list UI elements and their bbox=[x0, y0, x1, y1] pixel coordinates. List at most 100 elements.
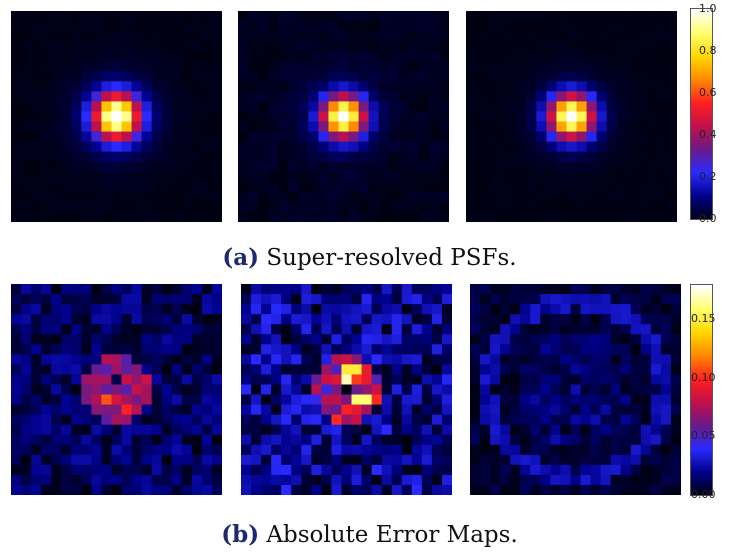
psf-heatmap-3-cell bbox=[616, 171, 628, 183]
error-heatmap-2-cell bbox=[371, 384, 383, 396]
psf-heatmap-2-cell bbox=[248, 91, 259, 103]
psf-heatmap-1-cell bbox=[191, 161, 203, 173]
psf-heatmap-3-cell bbox=[646, 121, 658, 133]
psf-heatmap-1-cell bbox=[121, 211, 133, 222]
psf-heatmap-1-cell bbox=[211, 61, 222, 72]
error-heatmap-3-cell bbox=[600, 474, 612, 486]
psf-heatmap-1-cell bbox=[51, 121, 62, 133]
colorbar-a-swatch bbox=[690, 31, 713, 35]
error-heatmap-1-cell bbox=[151, 454, 163, 466]
psf-heatmap-3-cell bbox=[636, 101, 648, 113]
error-heatmap-2-cell bbox=[351, 454, 363, 466]
error-heatmap-1-cell bbox=[31, 314, 42, 325]
error-heatmap-3-cell bbox=[660, 304, 672, 315]
psf-heatmap-1-cell bbox=[201, 151, 213, 163]
error-heatmap-2-cell bbox=[351, 424, 363, 436]
error-heatmap-2-cell bbox=[431, 384, 443, 396]
psf-heatmap-3-cell bbox=[666, 201, 677, 213]
error-heatmap-2-cell bbox=[441, 464, 452, 476]
psf-heatmap-1-cell bbox=[11, 81, 22, 92]
error-heatmap-2-cell bbox=[331, 394, 343, 406]
psf-heatmap-2-cell bbox=[398, 71, 410, 82]
colorbar-a-swatch bbox=[690, 92, 713, 96]
psf-heatmap-1-cell bbox=[41, 31, 52, 42]
psf-heatmap-2-cell bbox=[318, 131, 330, 143]
colorbar-a-swatch bbox=[690, 188, 713, 191]
error-heatmap-1-cell bbox=[181, 484, 193, 495]
psf-heatmap-1-cell bbox=[171, 61, 183, 72]
error-heatmap-3-cell bbox=[480, 384, 491, 396]
error-heatmap-1-cell bbox=[81, 324, 92, 335]
error-heatmap-3-cell bbox=[480, 394, 491, 406]
error-heatmap-2-cell bbox=[391, 374, 403, 386]
colorbar-b-swatch bbox=[690, 459, 713, 463]
error-heatmap-2 bbox=[241, 284, 452, 495]
psf-heatmap-3-cell bbox=[656, 51, 668, 62]
error-heatmap-1-cell bbox=[11, 314, 22, 325]
psf-heatmap-1-cell bbox=[61, 11, 72, 22]
error-heatmap-2-cell bbox=[331, 364, 343, 376]
psf-heatmap-1-cell bbox=[151, 191, 163, 203]
psf-heatmap-2-cell bbox=[258, 41, 269, 52]
psf-heatmap-1-cell bbox=[191, 31, 203, 42]
error-heatmap-1-cell bbox=[161, 424, 173, 436]
error-heatmap-2-cell bbox=[271, 394, 282, 406]
error-heatmap-1-cell bbox=[141, 284, 153, 295]
error-heatmap-3-cell bbox=[620, 434, 632, 446]
psf-heatmap-3-cell bbox=[556, 11, 568, 22]
psf-heatmap-1-cell bbox=[21, 21, 32, 32]
psf-heatmap-1-cell bbox=[91, 41, 103, 52]
psf-heatmap-2-cell bbox=[358, 41, 370, 52]
error-heatmap-1-cell bbox=[21, 484, 32, 495]
psf-heatmap-2-cell bbox=[338, 201, 350, 213]
psf-heatmap-1-cell bbox=[91, 161, 103, 173]
colorbar-a-swatch bbox=[690, 211, 713, 215]
psf-heatmap-1-cell bbox=[111, 51, 123, 62]
error-heatmap-3-cell bbox=[540, 374, 551, 386]
error-heatmap-3-cell bbox=[600, 314, 612, 325]
psf-heatmap-3-cell bbox=[566, 171, 578, 183]
psf-heatmap-1-cell bbox=[41, 171, 52, 183]
colorbar-a-swatch bbox=[690, 107, 713, 111]
psf-heatmap-3-cell bbox=[496, 61, 507, 72]
psf-heatmap-3-cell bbox=[566, 91, 578, 103]
psf-heatmap-2-cell bbox=[388, 61, 400, 72]
psf-heatmap-1-cell bbox=[121, 51, 133, 62]
colorbar-b-swatch bbox=[690, 305, 713, 308]
error-heatmap-1-cell bbox=[91, 364, 103, 376]
psf-heatmap-2-cell bbox=[248, 171, 259, 183]
error-heatmap-1-cell bbox=[71, 344, 82, 355]
psf-heatmap-1-cell bbox=[171, 121, 183, 133]
psf-heatmap-2-cell bbox=[398, 161, 410, 173]
error-heatmap-3-cell bbox=[650, 484, 662, 495]
error-heatmap-2-cell bbox=[431, 484, 443, 495]
psf-heatmap-2-cell bbox=[418, 81, 430, 92]
psf-heatmap-3-cell bbox=[536, 171, 547, 183]
error-heatmap-3-cell bbox=[650, 434, 662, 446]
error-heatmap-3-cell bbox=[640, 344, 652, 355]
psf-heatmap-3-cell bbox=[466, 61, 477, 72]
psf-heatmap-1-cell bbox=[201, 211, 213, 222]
error-heatmap-3-cell bbox=[600, 444, 612, 456]
psf-heatmap-2-cell bbox=[378, 171, 390, 183]
error-heatmap-3-cell bbox=[480, 464, 491, 476]
error-heatmap-3-cell bbox=[520, 454, 531, 466]
error-heatmap-1-cell bbox=[71, 334, 82, 345]
psf-heatmap-3-cell bbox=[556, 211, 568, 222]
colorbar-a-swatch bbox=[690, 65, 713, 68]
psf-heatmap-3-cell bbox=[576, 161, 588, 173]
error-heatmap-1-cell bbox=[201, 304, 213, 315]
error-heatmap-3-cell bbox=[550, 284, 562, 295]
psf-heatmap-2-cell bbox=[428, 51, 440, 62]
psf-heatmap-1-cell bbox=[131, 101, 143, 113]
psf-heatmap-1-cell bbox=[71, 21, 82, 32]
psf-heatmap-3-cell bbox=[656, 191, 668, 203]
psf-heatmap-2-cell bbox=[248, 131, 259, 143]
error-heatmap-2-cell bbox=[311, 424, 322, 436]
psf-heatmap-3-cell bbox=[636, 71, 648, 82]
psf-heatmap-2-cell bbox=[378, 101, 390, 113]
psf-heatmap-2-cell bbox=[298, 111, 309, 123]
colorbar-a-swatch bbox=[690, 124, 713, 128]
error-heatmap-1-cell bbox=[31, 354, 42, 365]
error-heatmap-1-cell bbox=[101, 464, 113, 476]
